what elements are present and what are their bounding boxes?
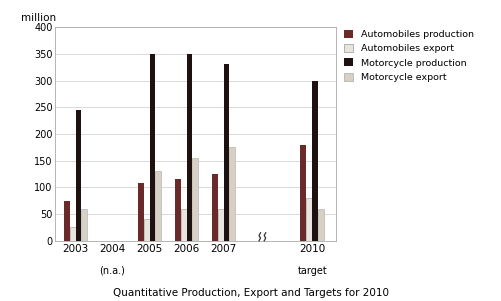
- Text: million: million: [22, 13, 57, 23]
- Bar: [186, 54, 192, 241]
- Bar: [81, 209, 87, 241]
- Text: (n.a.): (n.a.): [99, 266, 125, 276]
- Bar: [143, 219, 149, 241]
- Bar: [229, 147, 235, 241]
- Bar: [211, 174, 217, 241]
- Bar: [64, 201, 70, 241]
- Bar: [180, 209, 186, 241]
- Text: Quantitative Production, Export and Targets for 2010: Quantitative Production, Export and Targ…: [113, 288, 388, 298]
- Bar: [306, 198, 312, 241]
- Bar: [174, 179, 180, 241]
- Bar: [70, 228, 76, 241]
- Bar: [312, 80, 318, 241]
- Bar: [192, 158, 198, 241]
- Bar: [155, 171, 161, 241]
- Legend: Automobiles production, Automobiles export, Motorcycle production, Motorcycle ex: Automobiles production, Automobiles expo…: [343, 30, 473, 82]
- Bar: [318, 209, 324, 241]
- Bar: [137, 183, 143, 241]
- Text: target: target: [297, 266, 327, 276]
- Bar: [223, 64, 229, 241]
- Bar: [149, 54, 155, 241]
- Bar: [217, 209, 223, 241]
- Bar: [300, 144, 306, 241]
- Bar: [76, 110, 81, 241]
